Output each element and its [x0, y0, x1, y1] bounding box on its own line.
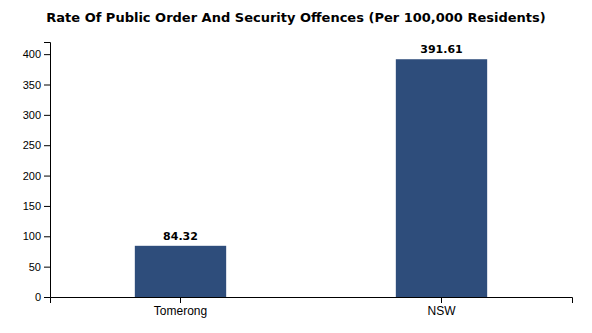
y-tick-label: 200: [23, 170, 41, 182]
y-tick-label: 350: [23, 79, 41, 91]
bar: [396, 59, 487, 297]
y-tick: 400: [23, 48, 50, 60]
y-axis: 0 50 100 150 200 250 300 350 400: [23, 43, 51, 304]
x-tick-mark: [441, 297, 442, 303]
data-label: 84.32: [163, 230, 198, 243]
y-tick-mark: [44, 54, 50, 55]
y-tick-mark: [44, 267, 50, 268]
data-labels: 84.32 391.61: [163, 43, 463, 243]
bar: [135, 246, 226, 297]
x-axis-line: [51, 298, 573, 304]
y-tick-label: 50: [29, 261, 41, 273]
x-tick: NSW: [428, 297, 457, 318]
y-tick-label: 400: [23, 48, 41, 60]
y-tick-mark: [44, 206, 50, 207]
x-tick-mark: [180, 297, 181, 303]
x-tick: Tomerong: [154, 297, 207, 318]
y-tick-mark: [44, 115, 50, 116]
y-tick: 100: [23, 230, 50, 242]
bars: [135, 59, 487, 297]
y-tick: 300: [23, 109, 50, 121]
y-tick-mark: [44, 297, 50, 298]
y-tick-label: 0: [35, 291, 41, 303]
y-tick: 50: [29, 261, 50, 273]
y-tick-label: 100: [23, 230, 41, 242]
y-tick-label: 250: [23, 139, 41, 151]
y-tick: 250: [23, 139, 50, 151]
y-tick-mark: [44, 145, 50, 146]
y-tick: 200: [23, 170, 50, 182]
x-tick-label: NSW: [428, 304, 457, 318]
y-tick-label: 300: [23, 109, 41, 121]
x-axis: Tomerong NSW: [51, 297, 573, 318]
title: Rate Of Public Order And Security Offenc…: [46, 10, 545, 25]
y-tick-mark: [44, 85, 50, 86]
chart: Rate Of Public Order And Security Offenc…: [0, 0, 592, 333]
y-tick-label: 150: [23, 200, 41, 212]
y-tick-mark: [44, 176, 50, 177]
x-tick-label: Tomerong: [154, 304, 207, 318]
y-tick: 150: [23, 200, 50, 212]
plot: 0 50 100 150 200 250 300 350 400 Tomerong NSW 84.32…: [23, 43, 573, 318]
y-tick-mark: [44, 236, 50, 237]
y-tick: 0: [35, 291, 50, 303]
data-label: 391.61: [420, 43, 462, 56]
y-axis-line: [44, 43, 51, 298]
y-tick: 350: [23, 79, 50, 91]
